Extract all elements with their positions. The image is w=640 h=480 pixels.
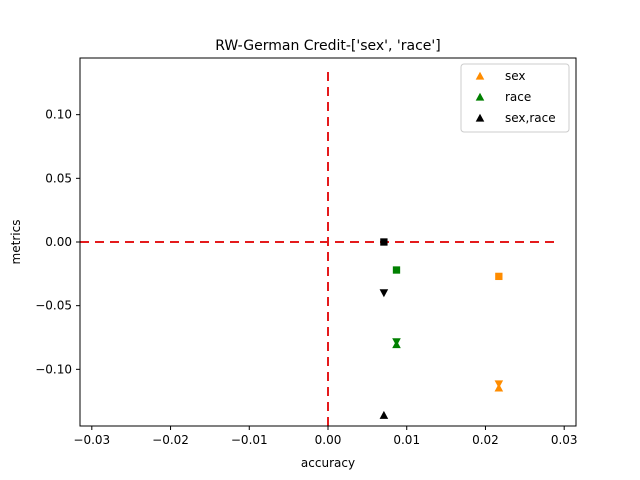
x-tick-label: 0.03	[551, 433, 578, 447]
x-tick-label: −0.02	[152, 433, 189, 447]
data-point-0-2	[494, 383, 504, 392]
y-tick-label: 0.10	[45, 108, 72, 122]
y-tick-label: 0.05	[45, 171, 72, 185]
x-tick-label: 0.02	[472, 433, 499, 447]
x-axis-label: accuracy	[301, 456, 355, 470]
x-tick-label: −0.03	[73, 433, 110, 447]
y-axis-label: metrics	[9, 220, 23, 265]
data-point-2-0	[380, 238, 388, 246]
x-tick-label: 0.00	[315, 433, 342, 447]
legend: sex race sex,race	[460, 63, 570, 133]
legend-label-1: race	[505, 90, 531, 104]
y-tick-label: 0.00	[45, 235, 72, 249]
legend-label-0: sex	[505, 69, 526, 83]
data-point-2-2	[379, 410, 389, 419]
y-tick-label: −0.05	[35, 299, 72, 313]
data-point-1-2	[392, 340, 401, 349]
legend-marker-0	[475, 71, 485, 80]
x-tick-label: −0.01	[231, 433, 268, 447]
data-point-1-0	[392, 266, 401, 274]
legend-box	[460, 63, 570, 133]
legend-label-2: sex,race	[505, 111, 556, 125]
legend-marker-1	[475, 92, 485, 101]
y-tick-label: −0.10	[35, 362, 72, 376]
data-point-0-0	[495, 272, 503, 281]
data-point-2-1	[379, 289, 389, 298]
legend-marker-2	[475, 113, 485, 122]
x-tick-label: 0.01	[393, 433, 420, 447]
chart-title: RW-German Credit-['sex', 'race']	[215, 38, 440, 54]
